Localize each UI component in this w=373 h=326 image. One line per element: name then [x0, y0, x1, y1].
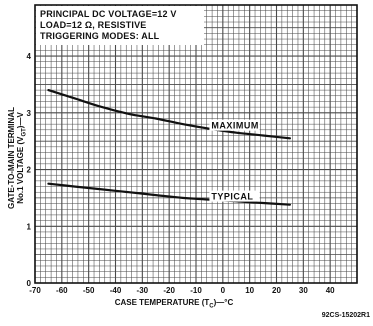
x-tick-label: -10	[190, 286, 202, 295]
x-tick-label: -50	[83, 286, 95, 295]
figure-code: 92CS-15202R1	[322, 312, 370, 319]
y-axis-label-line1: GATE-TO-MAIN TERMINAL	[7, 107, 16, 209]
condition-line: PRINCIPAL DC VOLTAGE=12 V	[40, 9, 177, 19]
plot-border	[34, 4, 358, 284]
series-lines: MAXIMUM TYPICAL	[47, 89, 291, 206]
x-axis-label-subscript: C	[209, 304, 214, 310]
y-tick-labels: 0 1 2 3 4	[27, 52, 32, 288]
x-tick-label: -70	[29, 286, 41, 295]
x-axis-label-main: CASE TEMPERATURE (T	[115, 298, 210, 307]
series-label-typical: TYPICAL	[211, 192, 253, 202]
y-tick-label: 2	[27, 166, 32, 175]
y-tick-label: 0	[27, 279, 32, 288]
x-tick-label: 0	[221, 286, 226, 295]
y-tick-label: 3	[27, 109, 32, 118]
x-tick-label: -30	[137, 286, 149, 295]
x-tick-label: -60	[56, 286, 68, 295]
y-axis-label-unit: )—V	[16, 112, 25, 129]
series-label-maximum: MAXIMUM	[211, 121, 259, 131]
y-axis-label-main: No.1 VOLTAGE (V	[16, 136, 25, 204]
y-axis-label-subscript: GT	[22, 128, 28, 137]
x-tick-labels: -70 -60 -50 -40 -30 -20 -10 0 10 20 30 40	[29, 286, 335, 295]
y-tick-label: 4	[27, 52, 32, 61]
axis-labels: CASE TEMPERATURE (TC)—°C GATE-TO-MAIN TER…	[7, 107, 370, 319]
y-axis-label-line2: No.1 VOLTAGE (VGT)—V	[16, 112, 28, 204]
x-axis-label-unit: )—°C	[214, 298, 234, 307]
y-tick-label: 1	[27, 222, 32, 231]
x-tick-label: 10	[245, 286, 254, 295]
condition-line: TRIGGERING MODES: ALL	[40, 31, 160, 41]
series-line-typical	[47, 182, 291, 206]
x-tick-label: -40	[110, 286, 122, 295]
x-tick-label: 40	[326, 286, 335, 295]
conditions-background	[36, 6, 204, 45]
series-line-maximum	[47, 89, 291, 140]
series-label-background	[209, 190, 260, 202]
condition-line: LOAD=12 Ω, RESISTIVE	[40, 20, 147, 30]
series-label-background	[209, 119, 260, 131]
grid	[34, 4, 358, 284]
x-tick-label: 30	[299, 286, 308, 295]
x-axis-label: CASE TEMPERATURE (TC)—°C	[115, 298, 234, 310]
x-tick-label: -20	[163, 286, 175, 295]
y-axis-label: GATE-TO-MAIN TERMINAL No.1 VOLTAGE (VGT)—…	[7, 107, 28, 209]
plot-frame	[34, 4, 358, 284]
x-tick-label: 20	[272, 286, 281, 295]
